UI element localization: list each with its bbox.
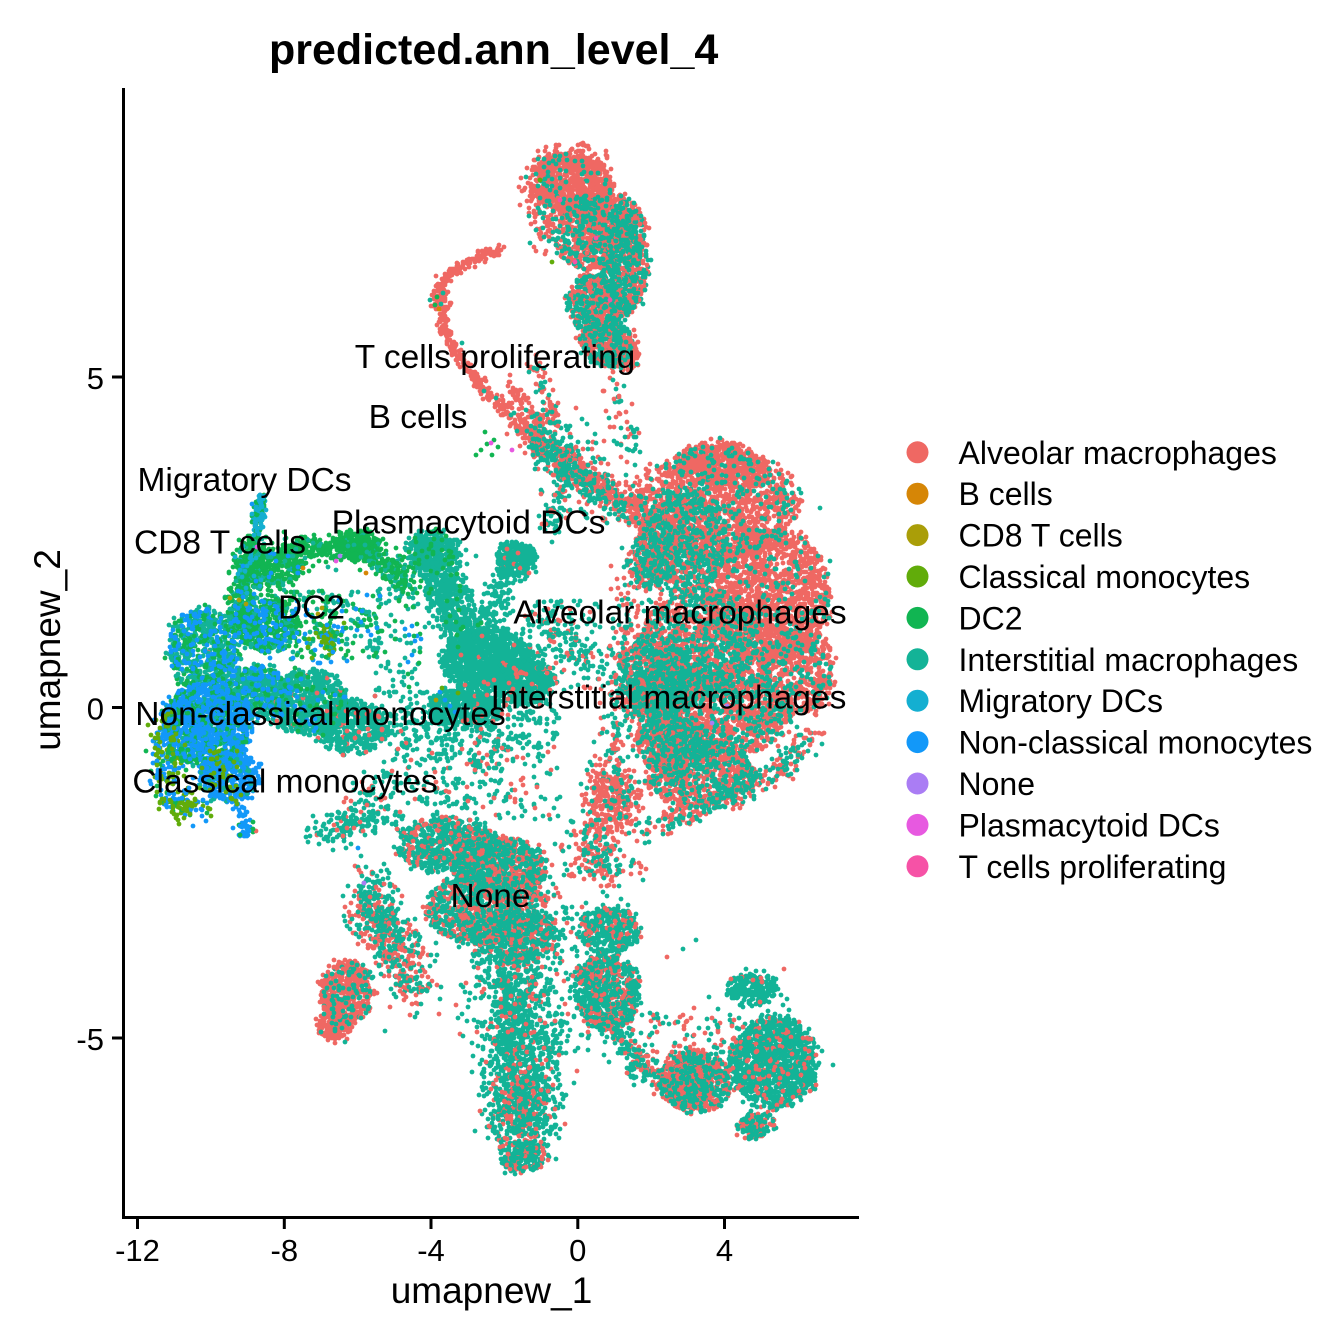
- svg-text:predicted.ann_level_4: predicted.ann_level_4: [269, 26, 718, 74]
- svg-text:T cells proliferating: T cells proliferating: [959, 849, 1227, 885]
- svg-text:B cells: B cells: [959, 476, 1053, 512]
- svg-text:Plasmacytoid DCs: Plasmacytoid DCs: [959, 807, 1220, 843]
- svg-text:Migratory DCs: Migratory DCs: [137, 462, 351, 499]
- svg-text:5: 5: [87, 361, 104, 396]
- svg-text:DC2: DC2: [278, 590, 345, 627]
- svg-text:Migratory DCs: Migratory DCs: [959, 683, 1163, 719]
- svg-text:-8: -8: [271, 1233, 299, 1268]
- svg-text:Non-classical monocytes: Non-classical monocytes: [959, 725, 1313, 761]
- svg-text:Classical monocytes: Classical monocytes: [132, 764, 437, 801]
- svg-text:T cells proliferating: T cells proliferating: [355, 339, 636, 376]
- svg-text:-12: -12: [115, 1233, 160, 1268]
- svg-text:4: 4: [716, 1233, 733, 1268]
- svg-text:Alveolar macrophages: Alveolar macrophages: [513, 595, 846, 632]
- svg-text:CD8 T cells: CD8 T cells: [959, 518, 1123, 554]
- svg-text:Classical monocytes: Classical monocytes: [959, 559, 1251, 595]
- svg-text:Interstitial macrophages: Interstitial macrophages: [959, 642, 1299, 678]
- svg-text:-4: -4: [417, 1233, 445, 1268]
- svg-text:umapnew_1: umapnew_1: [391, 1270, 593, 1311]
- svg-text:umapnew_2: umapnew_2: [27, 549, 68, 751]
- svg-text:Interstitial macrophages: Interstitial macrophages: [491, 680, 847, 717]
- svg-text:CD8 T cells: CD8 T cells: [134, 525, 306, 562]
- svg-text:B cells: B cells: [369, 399, 468, 436]
- svg-text:0: 0: [569, 1233, 586, 1268]
- svg-text:-5: -5: [76, 1022, 104, 1057]
- svg-text:None: None: [450, 878, 530, 915]
- svg-text:Plasmacytoid DCs: Plasmacytoid DCs: [332, 505, 606, 542]
- svg-text:None: None: [959, 766, 1036, 802]
- svg-text:DC2: DC2: [959, 600, 1023, 636]
- svg-text:0: 0: [87, 692, 104, 727]
- svg-text:Non-classical monocytes: Non-classical monocytes: [135, 696, 506, 733]
- svg-text:Alveolar macrophages: Alveolar macrophages: [959, 435, 1277, 471]
